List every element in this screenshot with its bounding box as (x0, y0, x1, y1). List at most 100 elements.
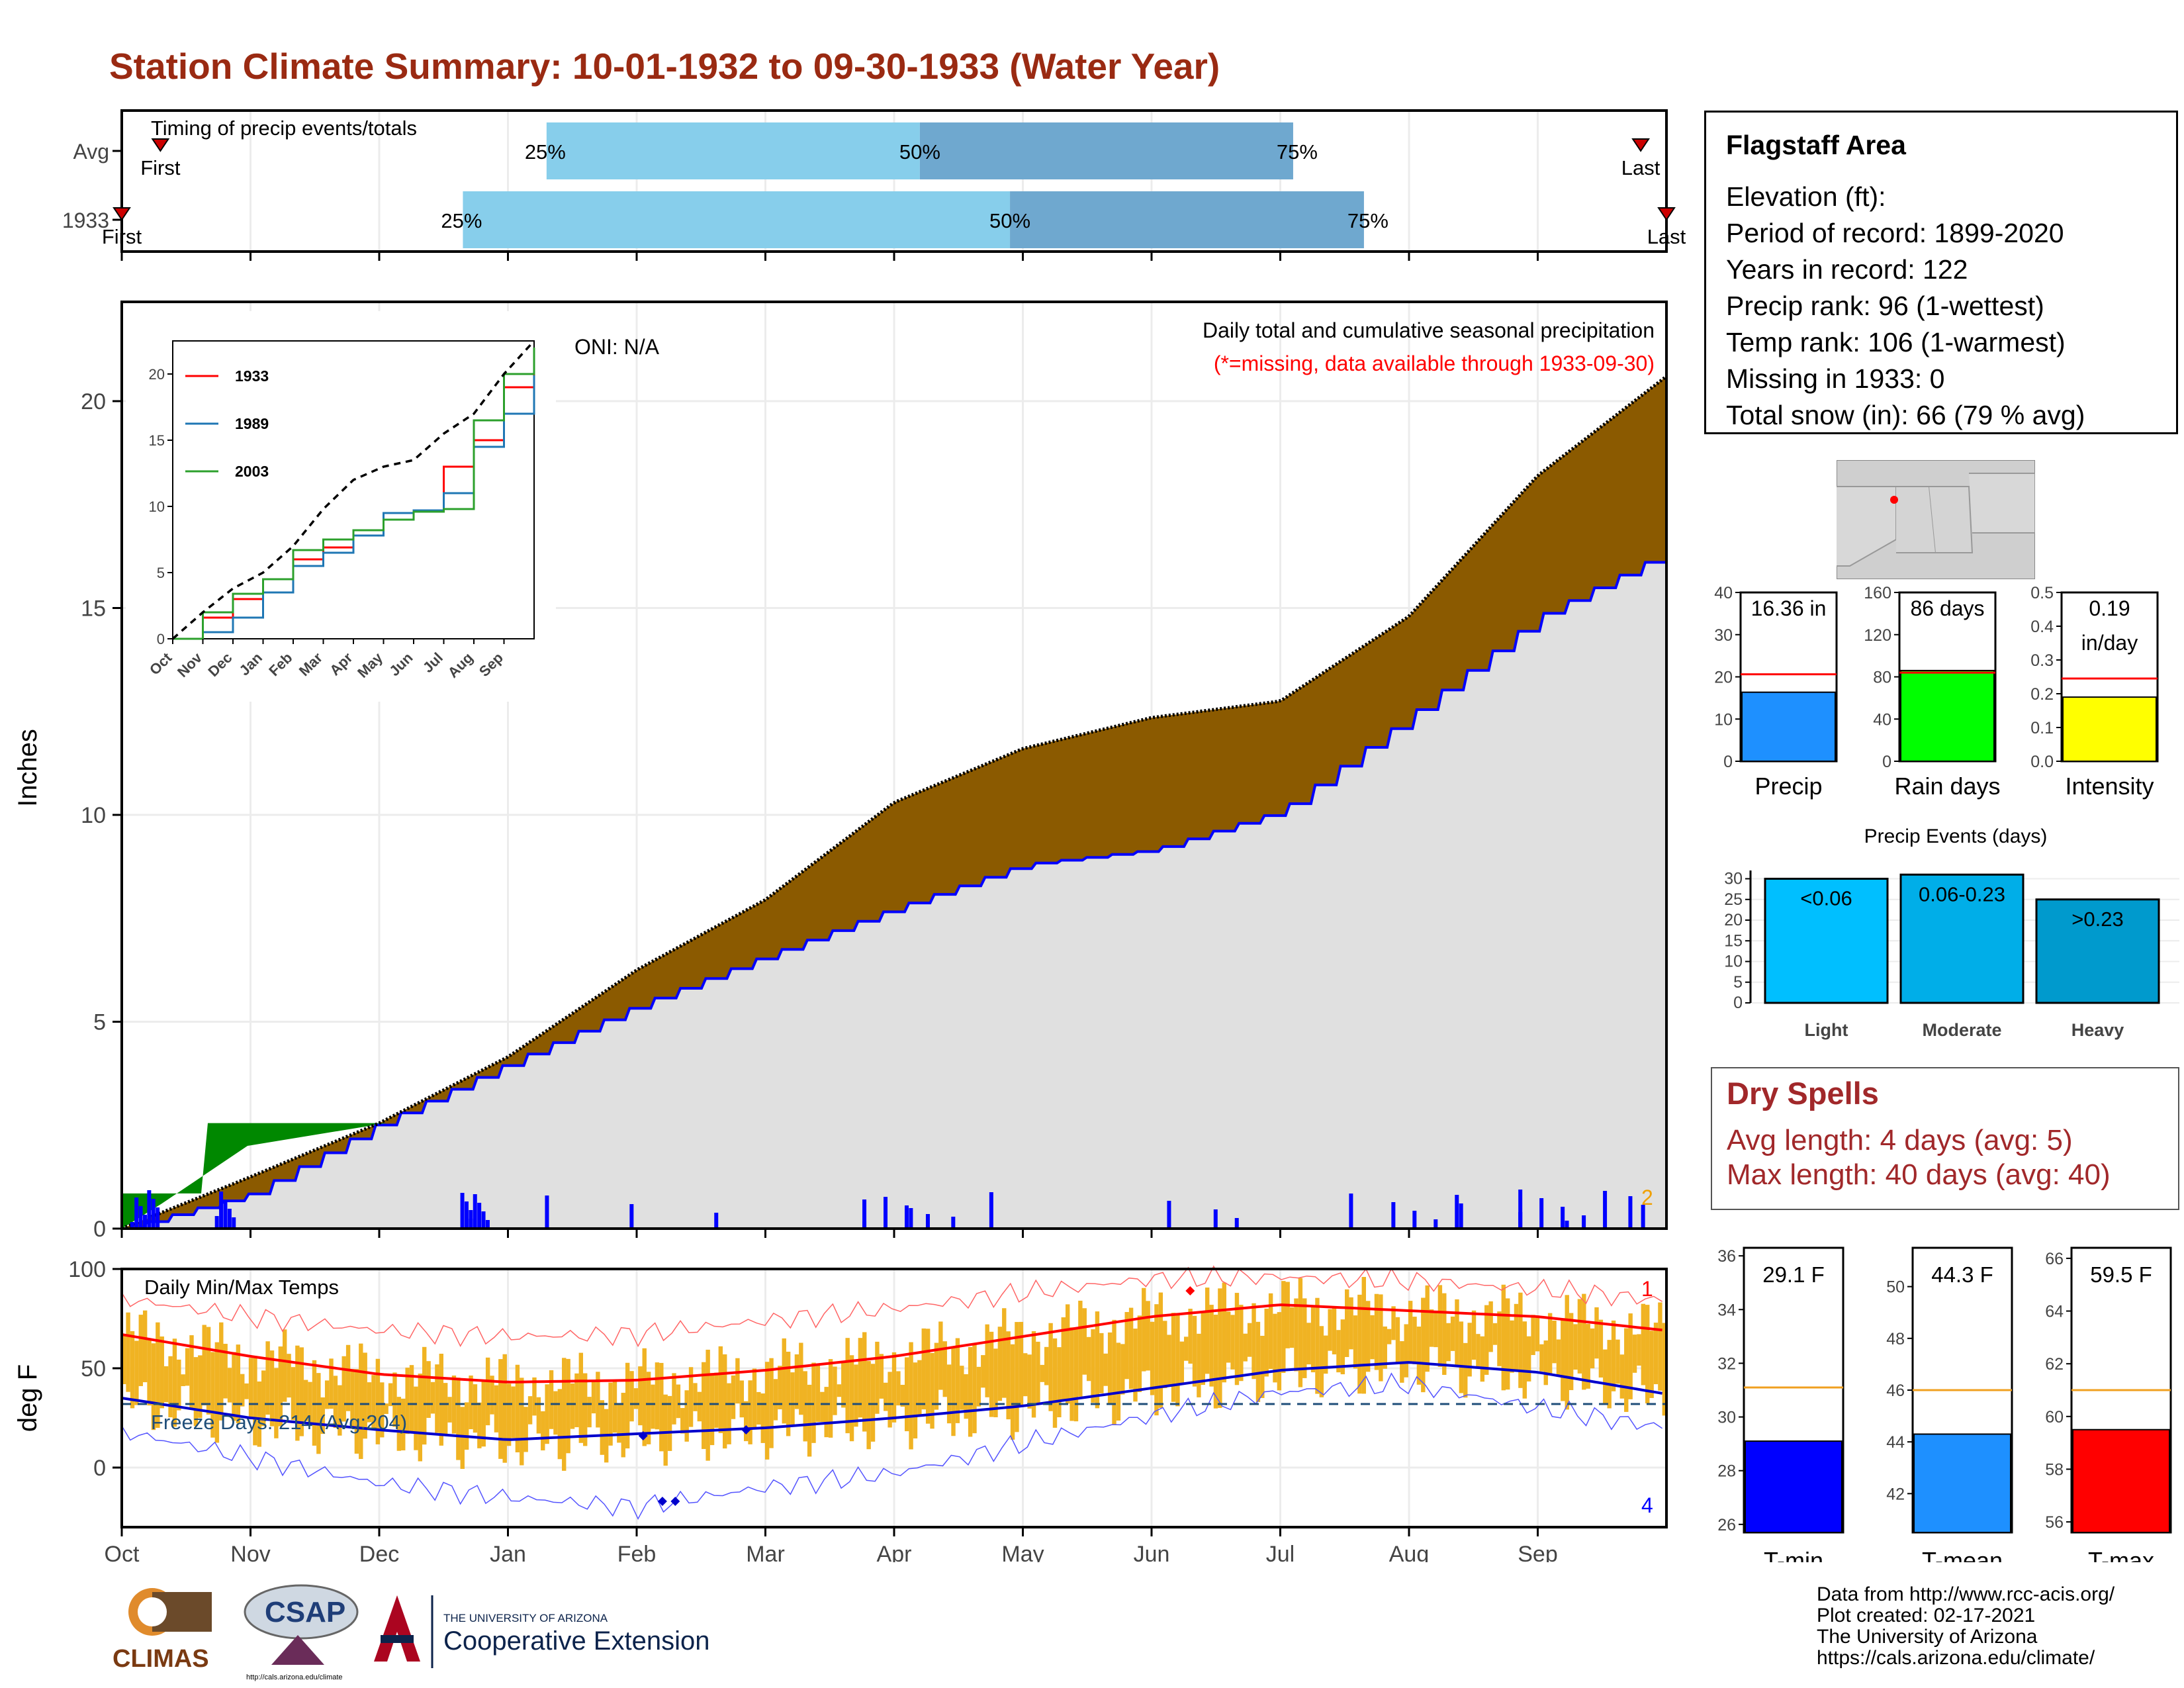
mini-bar-precip (1741, 691, 1836, 762)
daily-temp-bar (562, 1358, 567, 1471)
temp-bar-value: 59.5 F (2090, 1262, 2152, 1287)
temp-bar-tick-label: 58 (2045, 1460, 2064, 1479)
csap-url: http://cals.arizona.edu/climate (246, 1673, 343, 1681)
daily-temp-bar (1255, 1321, 1261, 1402)
daily-temp-bar (879, 1354, 884, 1399)
daily-precip-bar (1349, 1194, 1353, 1229)
daily-temp-bar (1526, 1336, 1531, 1382)
daily-temp-bar (1197, 1333, 1201, 1397)
daily-temp-bar (1582, 1293, 1586, 1390)
daily-temp-bar (803, 1371, 807, 1442)
first-event-label: First (102, 225, 142, 248)
temp-x-tick-label: May (1001, 1542, 1044, 1562)
daily-temp-bar (1171, 1313, 1176, 1402)
daily-temp-bar (1628, 1313, 1633, 1399)
record-high-marker (1185, 1286, 1195, 1295)
credit-org: The University of Arizona (1817, 1626, 2038, 1648)
daily-temp-bar (1501, 1284, 1506, 1391)
daily-temp-bar (1247, 1323, 1252, 1357)
daily-temp-bar (934, 1342, 939, 1410)
daily-temp-bar (815, 1363, 821, 1423)
temp-y-tick-label: 0 (93, 1456, 106, 1481)
daily-temp-bar (418, 1374, 423, 1462)
ua-big-text: Cooperative Extension (443, 1626, 709, 1656)
daily-temp-bar (1209, 1305, 1214, 1387)
temp-x-tick-label: Feb (617, 1542, 657, 1562)
temp-bar-name: T-mean (1922, 1547, 2003, 1562)
daily-temp-bar (1158, 1292, 1163, 1408)
daily-temp-bar (1416, 1327, 1422, 1385)
daily-temp-bar (545, 1384, 549, 1444)
daily-temp-bar (1425, 1285, 1430, 1372)
mini-bar-name: Intensity (2065, 773, 2154, 800)
daily-temp-bar (1086, 1336, 1091, 1382)
daily-temp-bar (993, 1348, 998, 1417)
daily-temp-bar (1467, 1323, 1472, 1377)
daily-temp-bar (866, 1361, 871, 1450)
timing-q25-label: 25% (441, 209, 482, 232)
precip-y-tick-label: 5 (93, 1010, 106, 1035)
daily-precip-bar (1565, 1221, 1569, 1229)
daily-temp-bar (1492, 1323, 1498, 1345)
daily-temp-bar (1116, 1342, 1121, 1421)
climas-text: CLIMAS (113, 1645, 209, 1673)
daily-temp-bar (574, 1373, 579, 1428)
mini-bar-tick-label: 30 (1714, 626, 1733, 645)
daily-temp-bar (596, 1372, 600, 1428)
temp-x-tick-label: Mar (746, 1542, 785, 1562)
daily-temp-bar (1277, 1312, 1282, 1391)
temp-series (121, 1265, 1667, 1521)
dry-spells-title: Dry Spells (1727, 1076, 1879, 1111)
temp-x-tick-label: Sep (1518, 1542, 1558, 1562)
period-of-record: Period of record: 1899-2020 (1726, 218, 2064, 248)
timing-q75-label: 75% (1347, 209, 1388, 232)
page-title: Station Climate Summary: 10-01-1932 to 0… (109, 46, 1220, 87)
daily-temp-bar (1603, 1349, 1608, 1405)
daily-temp-bar (248, 1358, 253, 1419)
daily-temp-bar (511, 1386, 516, 1438)
daily-temp-bar (820, 1391, 825, 1423)
daily-precip-bar (1641, 1205, 1645, 1229)
daily-temp-bar (680, 1408, 685, 1434)
temp-bar-tick-label: 30 (1717, 1409, 1736, 1427)
freeze-days-label: Freeze Days: 214 (Avg:204) (151, 1411, 407, 1434)
daily-temp-bar (1289, 1307, 1295, 1348)
daily-temp-bar (1573, 1324, 1578, 1370)
daily-temp-bar (1446, 1323, 1451, 1362)
temp-x-tick-label: Apr (877, 1542, 912, 1562)
inset-legend-label: 1933 (235, 367, 269, 385)
timing-bar-50-75 (1010, 191, 1364, 248)
timing-q50-label: 50% (899, 140, 940, 164)
daily-temp-bar (329, 1358, 334, 1409)
daily-temp-bar (447, 1397, 452, 1423)
daily-temp-bar (964, 1374, 968, 1419)
daily-precip-bars (130, 1190, 1645, 1229)
daily-temp-bar (756, 1391, 761, 1425)
station-marker (1890, 496, 1898, 504)
inset-lines (171, 340, 535, 640)
daily-temp-bar (1036, 1341, 1040, 1403)
daily-temp-bar (430, 1382, 435, 1414)
mini-bar-tick-label: 40 (1714, 584, 1733, 602)
cumulative-1933-area (122, 562, 1666, 1229)
daily-temp-bar (333, 1376, 338, 1429)
daily-temp-bar (1281, 1281, 1286, 1373)
daily-temp-bar (1112, 1319, 1116, 1425)
timing-bar-50-75 (919, 122, 1293, 179)
daily-precip-bar (481, 1211, 486, 1229)
temp-x-tick-label: Dec (359, 1542, 399, 1562)
daily-temp-bar (1294, 1298, 1298, 1372)
daily-temp-bar (422, 1346, 427, 1445)
daily-temp-bar (617, 1404, 621, 1443)
daily-temp-bar (1374, 1293, 1379, 1370)
inset-y-tick-label: 20 (149, 366, 165, 383)
mini-bar-tick-label: 0.4 (2030, 618, 2054, 636)
daily-temp-bar (917, 1360, 922, 1415)
daily-temp-bar (764, 1362, 770, 1460)
daily-temp-bar (1146, 1301, 1150, 1371)
daily-temp-bar (371, 1375, 376, 1430)
daily-temp-bar (1192, 1315, 1197, 1387)
daily-temp-bar (672, 1373, 676, 1425)
daily-temp-bar (1552, 1321, 1557, 1364)
